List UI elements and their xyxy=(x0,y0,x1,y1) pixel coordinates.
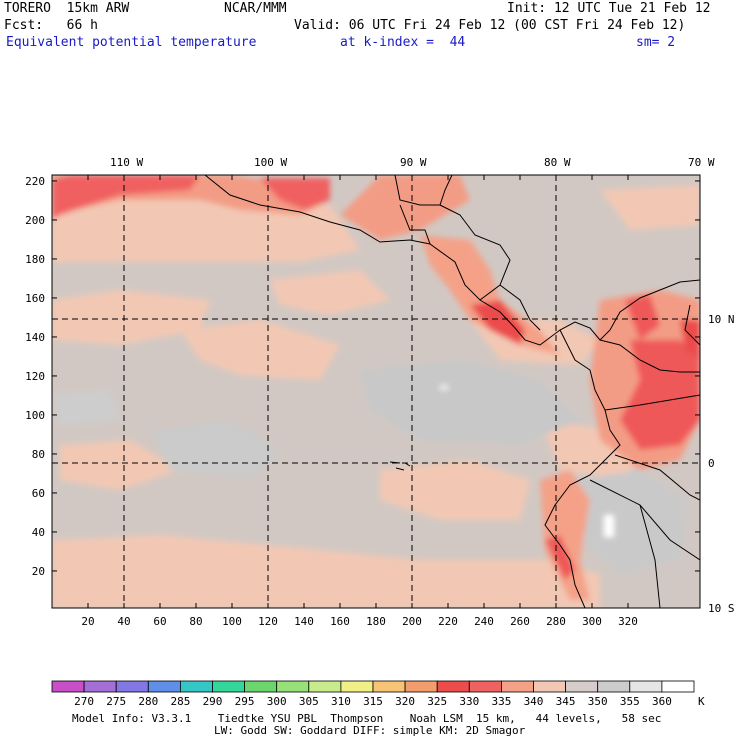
x-tick-label: 120 xyxy=(258,615,278,628)
lon-label-70w: 70 W xyxy=(688,156,715,169)
y-tick-label: 160 xyxy=(25,292,45,305)
colorbar-label: 310 xyxy=(331,695,351,708)
field-name: Equivalent potential temperature xyxy=(6,35,257,50)
colorbar-swatch xyxy=(147,680,181,693)
lon-label-110w: 110 W xyxy=(110,156,143,169)
colorbar-swatch xyxy=(468,680,502,693)
colorbar-swatch xyxy=(276,680,310,693)
colorbar-swatch xyxy=(115,680,149,693)
x-tick-label: 300 xyxy=(582,615,602,628)
colorbar-swatch xyxy=(500,680,534,693)
organization-label: NCAR/MMM xyxy=(224,1,287,16)
x-tick-label: 60 xyxy=(153,615,166,628)
colorbar-label: 275 xyxy=(106,695,126,708)
level-info: at k-index = 44 xyxy=(340,35,466,50)
colorbar-label: 270 xyxy=(74,695,94,708)
x-tick-label: 200 xyxy=(402,615,422,628)
x-tick-label: 280 xyxy=(546,615,566,628)
x-tick-label: 80 xyxy=(189,615,202,628)
colorbar-label: 355 xyxy=(620,695,640,708)
colorbar-swatch xyxy=(179,680,213,693)
colorbar-label: 305 xyxy=(299,695,319,708)
colorbar-swatch xyxy=(597,680,631,693)
colorbar-label: 345 xyxy=(556,695,576,708)
colorbar-swatch xyxy=(404,680,438,693)
x-tick-label: 160 xyxy=(330,615,350,628)
colorbar-swatch xyxy=(244,680,278,693)
colorbar: 270 275 280 285 290 295 300 305 310 315 320 325 330 3… xyxy=(51,680,695,708)
y-tick-label: 40 xyxy=(32,526,45,539)
colorbar-label: 285 xyxy=(170,695,190,708)
colorbar-unit: K xyxy=(698,695,705,708)
y-tick-label: 200 xyxy=(25,214,45,227)
colorbar-swatch xyxy=(629,680,663,693)
x-tick-label: 220 xyxy=(438,615,458,628)
colorbar-label: 320 xyxy=(395,695,415,708)
colorbar-label: 280 xyxy=(138,695,158,708)
x-tick-label: 240 xyxy=(474,615,494,628)
lat-label-10s: 10 S xyxy=(708,602,735,615)
colorbar-swatch xyxy=(533,680,566,693)
y-axis: 220 200 180 160 140 120 100 80 60 40 20 xyxy=(25,175,700,578)
lat-label-10n: 10 N xyxy=(708,313,735,326)
lon-label-90w: 90 W xyxy=(400,156,427,169)
lon-label-100w: 100 W xyxy=(254,156,287,169)
y-tick-label: 60 xyxy=(32,487,45,500)
y-tick-label: 120 xyxy=(25,370,45,383)
colorbar-label: 350 xyxy=(588,695,608,708)
colorbar-label: 360 xyxy=(652,695,672,708)
colorbar-swatch xyxy=(372,680,406,693)
theta-e-field xyxy=(52,175,700,608)
colorbar-swatch xyxy=(340,680,374,693)
colorbar-label: 340 xyxy=(524,695,544,708)
forecast-hour: Fcst: 66 h xyxy=(4,18,98,33)
smoothing-info: sm= 2 xyxy=(636,35,676,50)
y-tick-label: 180 xyxy=(25,253,45,266)
colorbar-swatch xyxy=(661,680,695,693)
y-tick-label: 220 xyxy=(25,175,45,188)
colorbar-swatch xyxy=(565,680,599,693)
colorbar-label: 325 xyxy=(427,695,447,708)
coastlines xyxy=(204,175,700,608)
physics-info: LW: Godd SW: Goddard DIFF: simple KM: 2D… xyxy=(214,724,526,737)
colorbar-label: 290 xyxy=(203,695,223,708)
x-tick-label: 40 xyxy=(117,615,130,628)
colorbar-label: 335 xyxy=(491,695,511,708)
model-info: Model Info: V3.3.1 Tiedtke YSU PBL Thomp… xyxy=(72,712,662,725)
y-tick-label: 80 xyxy=(32,448,45,461)
x-tick-label: 180 xyxy=(366,615,386,628)
colorbar-swatch xyxy=(308,680,342,693)
x-axis: 20 40 60 80 100 120 140 160 180 200 220 240 260 280 30… xyxy=(81,175,638,628)
lon-label-80w: 80 W xyxy=(544,156,571,169)
y-tick-label: 20 xyxy=(32,565,45,578)
model-name: TORERO 15km ARW xyxy=(4,1,130,16)
x-tick-label: 140 xyxy=(294,615,314,628)
colorbar-swatch xyxy=(83,680,117,693)
x-tick-label: 260 xyxy=(510,615,530,628)
x-tick-label: 100 xyxy=(222,615,242,628)
init-time: Init: 12 UTC Tue 21 Feb 12 xyxy=(507,1,711,16)
x-tick-label: 320 xyxy=(618,615,638,628)
lat-label-0: 0 xyxy=(708,457,715,470)
colorbar-swatch xyxy=(51,680,85,693)
valid-time: Valid: 06 UTC Fri 24 Feb 12 (00 CST Fri … xyxy=(294,18,686,33)
x-tick-label: 20 xyxy=(81,615,94,628)
colorbar-label: 295 xyxy=(235,695,255,708)
colorbar-swatch xyxy=(212,680,245,693)
colorbar-label: 315 xyxy=(363,695,383,708)
y-tick-label: 100 xyxy=(25,409,45,422)
y-tick-label: 140 xyxy=(25,331,45,344)
colorbar-label: 330 xyxy=(459,695,479,708)
colorbar-label: 300 xyxy=(267,695,287,708)
graticule xyxy=(52,175,700,608)
colorbar-swatch xyxy=(436,680,470,693)
